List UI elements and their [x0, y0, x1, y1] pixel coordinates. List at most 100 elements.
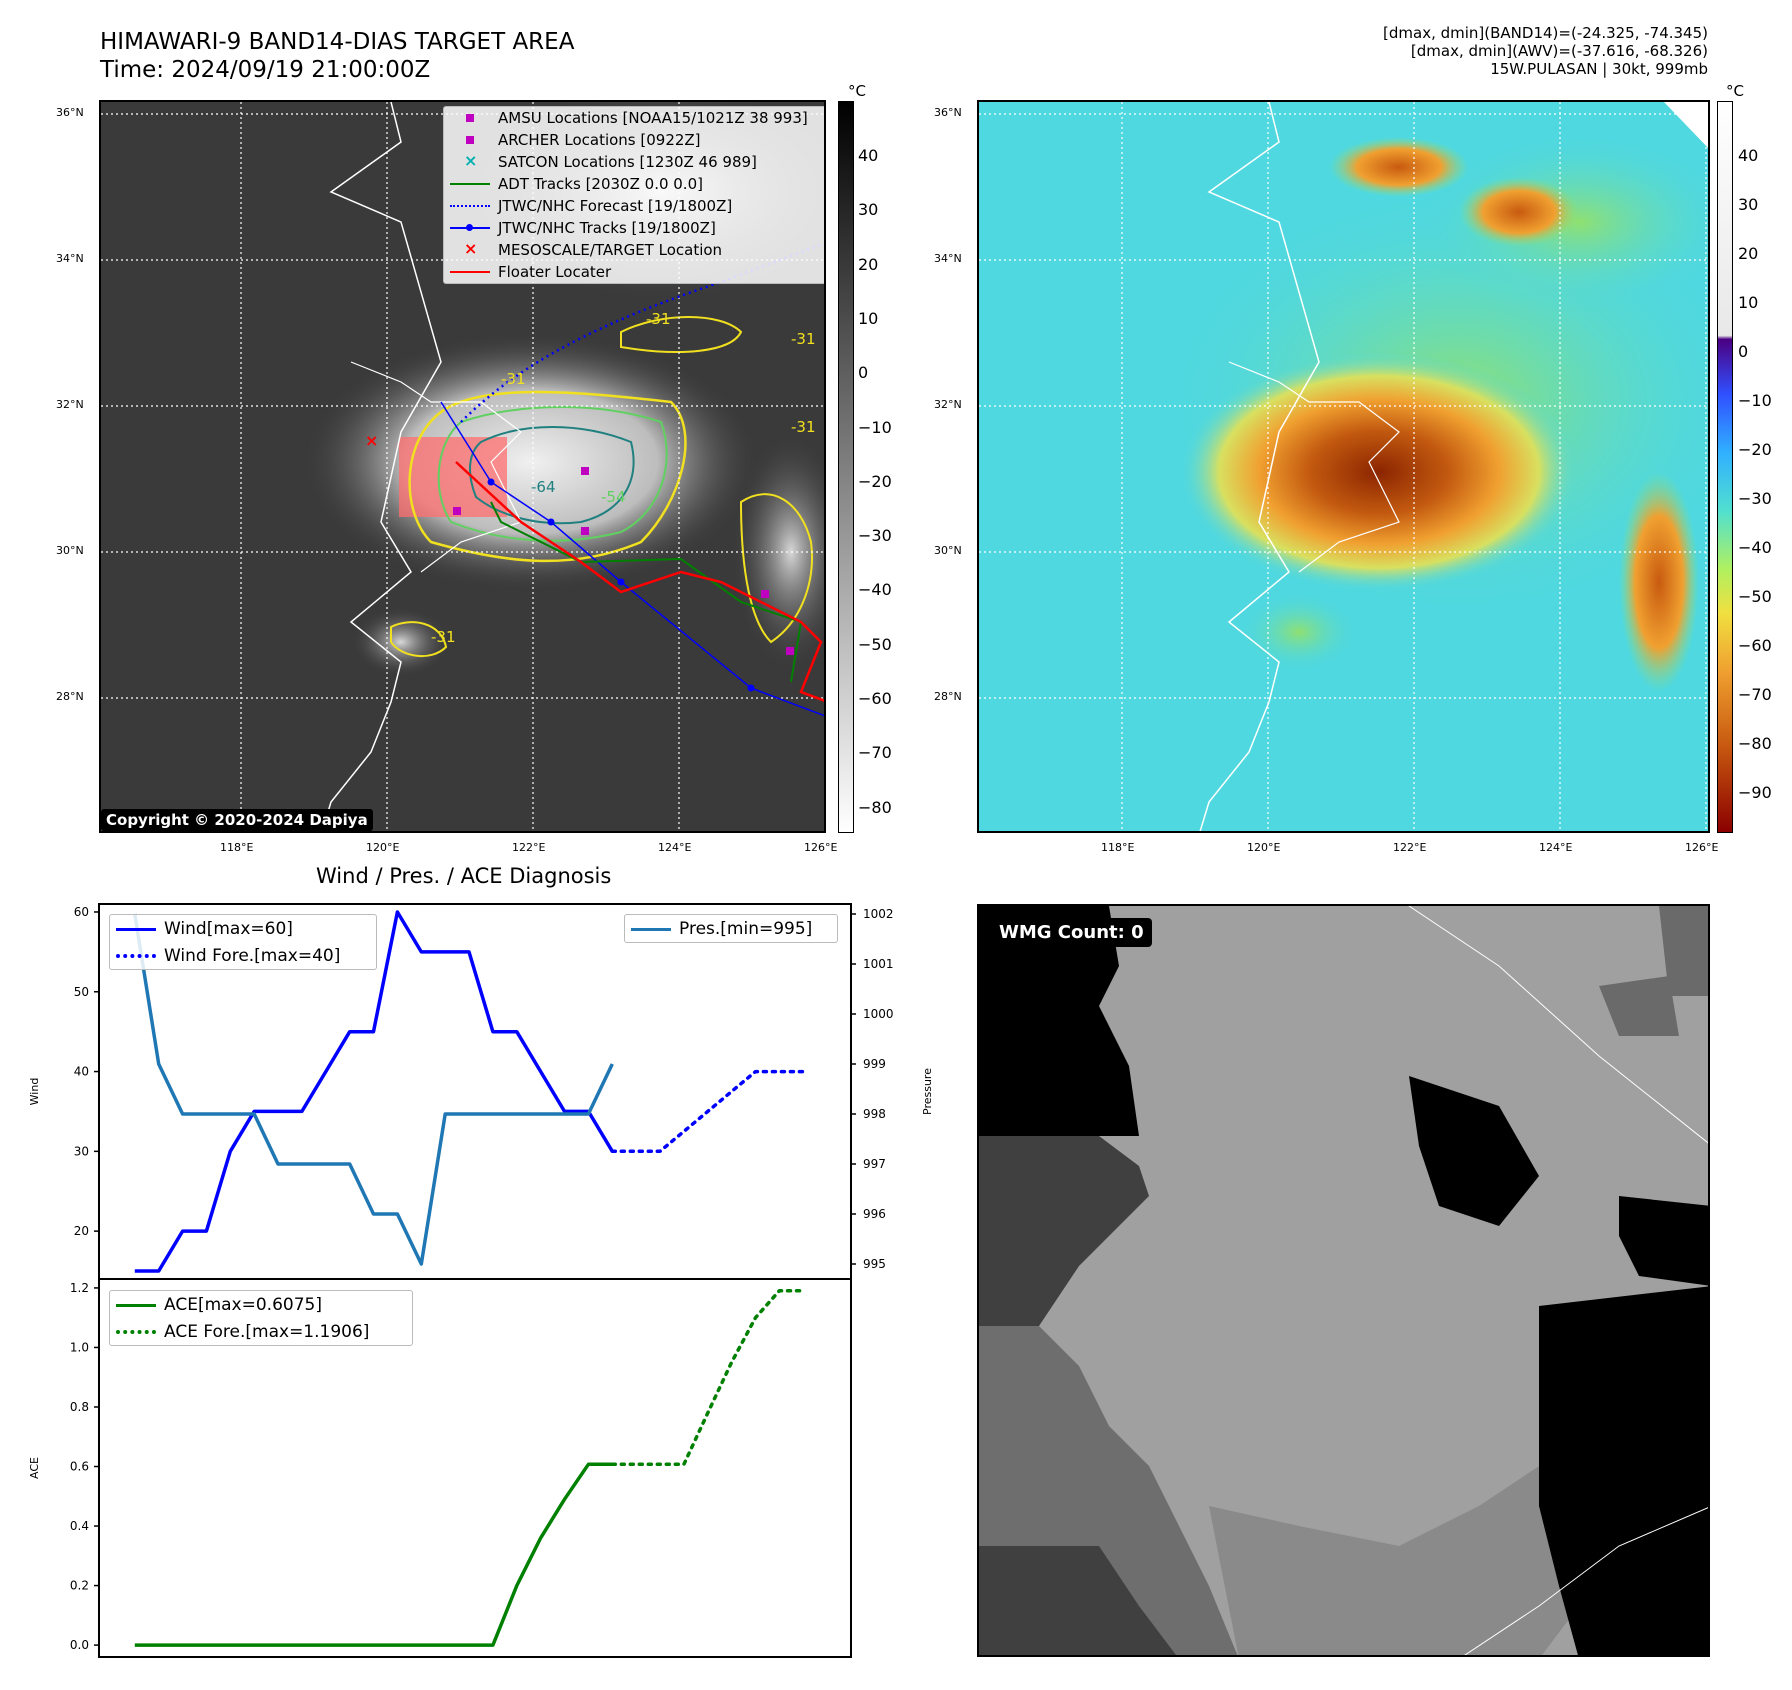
storm-info: [dmax, dmin](BAND14)=(-24.325, -74.345) …: [1108, 24, 1708, 78]
legend-label: MESOSCALE/TARGET Location: [498, 241, 723, 259]
title-line-1: HIMAWARI-9 BAND14-DIAS TARGET AREA: [100, 29, 575, 55]
wmg-dark-region: [979, 1546, 1176, 1655]
legend-label: Floater Locater: [498, 263, 612, 281]
jtwc-track-point: [617, 578, 625, 586]
east-band: [1619, 472, 1699, 692]
legend-swatch-archer: [450, 135, 490, 145]
lon-label: 118°E: [220, 841, 254, 854]
contour-label: -31: [791, 330, 816, 348]
legend-label: SATCON Locations [1230Z 46 989]: [498, 153, 757, 171]
awv-map-image: [979, 102, 1708, 831]
ir-colorbar-tick-label: −40: [858, 580, 892, 600]
lat-label: 28°N: [56, 690, 84, 703]
ir-colorbar-tick-label: −10: [858, 417, 892, 437]
ir-colorbar-tick-label: 40: [858, 146, 879, 165]
map-legend: AMSU Locations [NOAA15/1021Z 38 993] ARC…: [443, 106, 824, 284]
lat-label: 28°N: [934, 690, 962, 703]
lon-label: 120°E: [366, 841, 400, 854]
wind-chart-series-pres-min: [133, 913, 614, 1266]
legend-label: ADT Tracks [2030Z 0.0 0.0]: [498, 175, 703, 193]
wind-chart-series-wind-max: [134, 910, 614, 1273]
wind-chart-ytick-label: 30: [74, 1144, 89, 1158]
ace-legend: ACE[max=0.6075] ACE Fore.[max=1.1906]: [109, 1290, 413, 1346]
legend-label: ARCHER Locations [0922Z]: [498, 131, 701, 149]
wind-chart-ytick-right-label: 998: [863, 1107, 886, 1121]
lat-label: 30°N: [934, 544, 962, 557]
legend-label: ACE[max=0.6075]: [164, 1294, 322, 1315]
wmg-coastline: [1464, 1507, 1708, 1655]
legend-item: × MESOSCALE/TARGET Location: [444, 239, 824, 261]
title-line-2: Time: 2024/09/19 21:00:00Z: [100, 57, 431, 83]
wind-chart-ytick-right-label: 1001: [863, 957, 894, 971]
legend-label: JTWC/NHC Tracks [19/1800Z]: [498, 219, 716, 237]
ir-colorbar: [838, 101, 854, 833]
ace-chart-ytick-label: 0.6: [70, 1460, 89, 1474]
contour-label: -31: [501, 370, 526, 388]
legend-swatch-mesoscale: ×: [464, 239, 478, 258]
legend-label: Wind[max=60]: [164, 918, 293, 939]
ace-chart: 0.0 0.2 0.4 0.6 0.8 1.0 1.2 ACE: [28, 1278, 852, 1658]
lon-label: 122°E: [512, 841, 546, 854]
lon-label: 122°E: [1393, 841, 1427, 854]
wind-chart-ylabel-right: Pressure: [921, 1068, 934, 1115]
legend-item: Pres.[min=995]: [625, 915, 837, 942]
coastline-delta: [1228, 361, 1400, 573]
wmg-black-region: [1619, 1196, 1708, 1286]
floater-box: [399, 437, 507, 517]
ir-colorbar-tick-label: −50: [858, 634, 892, 654]
ace-chart-ytick-label: 0.2: [70, 1579, 89, 1593]
legend-label: ACE Fore.[max=1.1906]: [164, 1321, 370, 1342]
ir-colorbar-tick-label: −60: [858, 689, 892, 708]
legend-swatch-floater: [450, 267, 490, 277]
north-cloud-cell: [1329, 137, 1469, 197]
wind-pressure-chart: 20 30 40 50 60 Wind 995 996 997 998 999 1000 1001 100…: [28, 903, 934, 1280]
wind-chart-ytick-right-label: 1002: [863, 907, 894, 921]
legend-item: JTWC/NHC Forecast [19/1800Z]: [444, 195, 824, 217]
legend-swatch-ace-forecast: [116, 1327, 156, 1337]
wind-chart-ytick-right-label: 999: [863, 1057, 886, 1071]
lat-label: 32°N: [934, 398, 962, 411]
lon-label: 124°E: [658, 841, 692, 854]
contour-label: -64: [531, 478, 556, 496]
wmg-mid-region: [1599, 976, 1679, 1036]
ace-chart-series-ace-fore-max: [610, 1288, 806, 1467]
awv-colorbar: [1717, 101, 1733, 833]
legend-swatch-adt: [450, 179, 490, 189]
legend-item: ACE Fore.[max=1.1906]: [110, 1318, 412, 1345]
ace-chart-ytick-label: 0.8: [70, 1400, 89, 1414]
awv-colorbar-tick-label: −10: [1738, 391, 1772, 410]
legend-label: JTWC/NHC Forecast [19/1800Z]: [498, 197, 733, 215]
lat-label: 34°N: [56, 252, 84, 265]
wind-chart-ytick-label: 50: [74, 985, 89, 999]
contour-green: [437, 406, 668, 542]
wind-chart-ytick-right-label: 995: [863, 1257, 886, 1271]
awv-colorbar-tick-label: −60: [1738, 636, 1772, 655]
wind-chart-series-wind-fore-max: [610, 1069, 806, 1154]
legend-swatch-jtwc-track: [450, 223, 490, 233]
lat-label: 36°N: [934, 106, 962, 119]
wmg-panel: WMG Count: 0: [977, 904, 1710, 1657]
diagnosis-chart-title: Wind / Pres. / ACE Diagnosis: [316, 864, 612, 888]
legend-item: Wind Fore.[max=40]: [110, 942, 376, 969]
legend-swatch-satcon: ×: [464, 151, 478, 170]
legend-item: JTWC/NHC Tracks [19/1800Z]: [444, 217, 824, 239]
jtwc-track-point: [547, 518, 555, 526]
legend-label: Pres.[min=995]: [679, 918, 813, 939]
no-data-corner: [1664, 102, 1708, 148]
awv-colorbar-tick-label: −40: [1738, 538, 1772, 557]
lat-label: 30°N: [56, 544, 84, 557]
ace-chart-ytick-label: 0.0: [70, 1638, 89, 1652]
contour-teal: [469, 426, 635, 525]
wmg-black-region: [1539, 1286, 1708, 1655]
legend-swatch-amsu: [450, 113, 490, 123]
coastline: [1199, 102, 1320, 831]
floater-locater-track: [455, 461, 824, 702]
wmg-count-label: WMG Count: 0: [991, 918, 1152, 947]
mesoscale-target-marker: ×: [365, 431, 378, 450]
awv-colorbar-tick-label: −70: [1738, 685, 1772, 704]
contour-label: -54: [601, 488, 626, 506]
ir-colorbar-tick-label: 10: [858, 308, 879, 328]
wmg-black-region: [1659, 906, 1708, 996]
legend-swatch-ace: [116, 1300, 156, 1310]
wmg-black-region: [1409, 1076, 1539, 1226]
